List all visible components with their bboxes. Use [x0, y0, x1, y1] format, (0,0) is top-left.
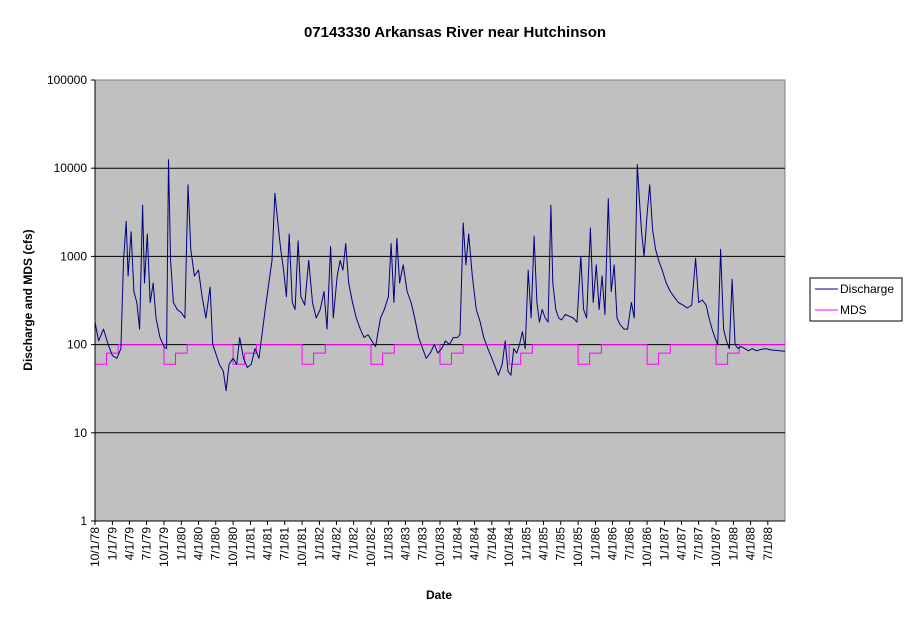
x-axis-title: Date	[426, 588, 452, 602]
x-tick-label: 4/1/83	[398, 527, 412, 561]
x-tick-label: 7/1/84	[485, 527, 499, 561]
x-tick-label: 1/1/81	[243, 527, 257, 561]
x-tick-label: 10/1/87	[709, 527, 723, 567]
x-tick-label: 7/1/81	[278, 527, 292, 561]
x-tick-label: 4/1/82	[329, 527, 343, 561]
series-line-discharge	[94, 159, 786, 392]
y-axis-ticks: 1 10 100 1000 10000 100000	[47, 73, 95, 528]
x-tick-label: 4/1/84	[468, 527, 482, 561]
x-tick-label: 4/1/87	[674, 527, 688, 561]
x-tick-label: 7/1/85	[554, 527, 568, 561]
legend: Discharge MDS	[809, 277, 903, 322]
x-tick-label: 1/1/86	[588, 527, 602, 561]
legend-label-discharge: Discharge	[840, 282, 894, 296]
x-tick-label: 10/1/86	[640, 527, 654, 567]
x-axis-ticks: 10/1/78 1/1/79 4/1/79 7/1/79 10/1/79 1/1/80 4/…	[88, 521, 775, 567]
y-tick-label: 1	[80, 514, 87, 528]
x-tick-label: 7/1/88	[761, 527, 775, 561]
x-tick-label: 1/1/83	[381, 527, 395, 561]
x-tick-label: 1/1/87	[657, 527, 671, 561]
y-tick-label: 100000	[47, 73, 87, 87]
series-layer	[94, 159, 786, 392]
x-tick-label: 10/1/82	[364, 527, 378, 567]
legend-label-mds: MDS	[840, 303, 867, 317]
y-tick-label: 1000	[60, 249, 87, 263]
x-tick-label: 7/1/87	[692, 527, 706, 561]
x-tick-label: 1/1/82	[312, 527, 326, 561]
x-tick-label: 1/1/88	[726, 527, 740, 561]
x-tick-label: 4/1/80	[192, 527, 206, 561]
x-tick-label: 4/1/86	[606, 527, 620, 561]
x-tick-label: 4/1/81	[261, 527, 275, 561]
x-tick-label: 4/1/79	[122, 527, 136, 561]
x-tick-label: 1/1/84	[450, 527, 464, 561]
x-tick-label: 4/1/88	[744, 527, 758, 561]
x-tick-label: 7/1/79	[140, 527, 154, 561]
x-tick-label: 7/1/86	[623, 527, 637, 561]
x-tick-label: 10/1/81	[295, 527, 309, 567]
y-axis-title: Discharge and MDS (cfs)	[21, 229, 35, 370]
plot-area	[94, 79, 786, 522]
y-tick-label: 10	[74, 426, 88, 440]
x-tick-label: 4/1/85	[537, 527, 551, 561]
x-tick-label: 1/1/80	[174, 527, 188, 561]
x-tick-label: 10/1/85	[571, 527, 585, 567]
chart-title: 07143330 Arkansas River near Hutchinson	[304, 24, 606, 41]
x-tick-label: 10/1/78	[88, 527, 102, 567]
x-tick-label: 1/1/85	[520, 527, 534, 561]
x-tick-label: 10/1/83	[433, 527, 447, 567]
x-tick-label: 7/1/80	[209, 527, 223, 561]
x-tick-label: 7/1/82	[347, 527, 361, 561]
x-tick-label: 10/1/80	[226, 527, 240, 567]
y-tick-label: 10000	[54, 161, 88, 175]
x-tick-label: 1/1/79	[105, 527, 119, 561]
x-tick-label: 10/1/84	[502, 527, 516, 567]
legend-box	[809, 277, 903, 322]
y-tick-label: 100	[67, 338, 87, 352]
x-tick-label: 7/1/83	[416, 527, 430, 561]
x-tick-label: 10/1/79	[157, 527, 171, 567]
